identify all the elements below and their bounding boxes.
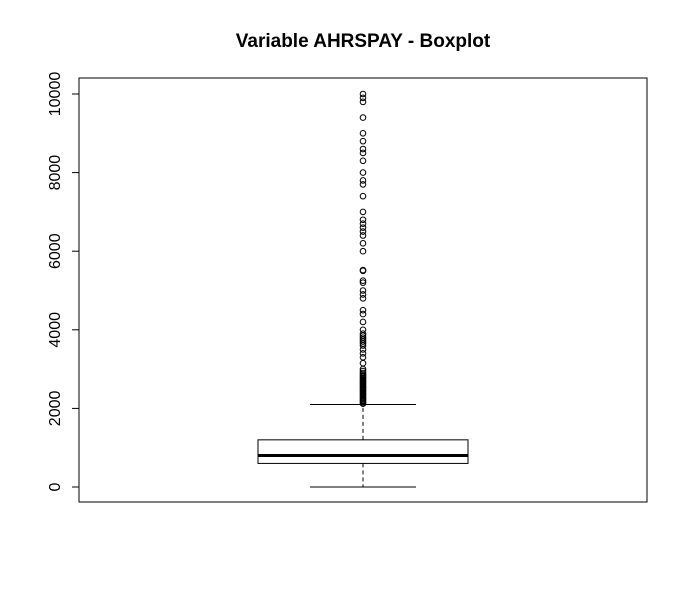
outlier-point	[359, 181, 367, 188]
outlier-point	[359, 114, 367, 121]
boxplot	[257, 403, 469, 488]
outlier-point	[359, 220, 367, 227]
outlier-point	[359, 224, 367, 231]
y-axis: 0 2000 4000 6000 8000 10000	[47, 72, 79, 491]
outlier-points	[359, 90, 367, 407]
outlier-point	[359, 177, 367, 184]
outlier-point	[359, 137, 367, 145]
outlier-point	[359, 354, 367, 361]
outlier-point	[359, 232, 367, 239]
outlier-point	[359, 98, 367, 106]
outlier-point	[359, 295, 367, 302]
outlier-point	[359, 94, 367, 102]
y-tick-label: 6000	[47, 233, 64, 269]
outlier-point	[359, 90, 367, 98]
outlier-point	[359, 369, 367, 377]
outlier-point	[359, 279, 367, 286]
outlier-point	[359, 228, 367, 235]
outlier-point	[359, 367, 367, 375]
outlier-point	[359, 157, 367, 165]
y-tick-label: 8000	[47, 155, 64, 191]
chart-title: Variable AHRSPAY - Boxplot	[236, 31, 491, 52]
outlier-point	[359, 291, 367, 298]
outlier-point	[359, 306, 367, 314]
outlier-point	[359, 130, 367, 137]
y-tick-label: 0	[47, 482, 64, 491]
outlier-point	[359, 208, 367, 216]
outlier-point	[359, 216, 367, 224]
outlier-point	[359, 287, 367, 294]
outlier-point	[359, 240, 367, 247]
outlier-point	[359, 318, 367, 326]
iqr-box	[257, 439, 469, 464]
outlier-point	[359, 266, 367, 274]
outlier-point	[359, 169, 367, 176]
outlier-point	[359, 192, 367, 200]
outlier-point	[359, 247, 367, 255]
outlier-point	[359, 310, 367, 318]
outlier-point	[359, 277, 367, 284]
outlier-point	[359, 359, 367, 367]
outlier-point	[359, 149, 367, 157]
y-tick-label: 2000	[47, 391, 64, 427]
outlier-point	[359, 350, 367, 357]
y-tick-label: 4000	[47, 312, 64, 348]
plot-frame	[78, 77, 648, 503]
y-tick-label: 10000	[47, 72, 64, 117]
outlier-point	[359, 334, 367, 341]
outlier-point	[359, 145, 367, 153]
outlier-point	[359, 326, 367, 334]
outlier-point	[359, 330, 367, 338]
